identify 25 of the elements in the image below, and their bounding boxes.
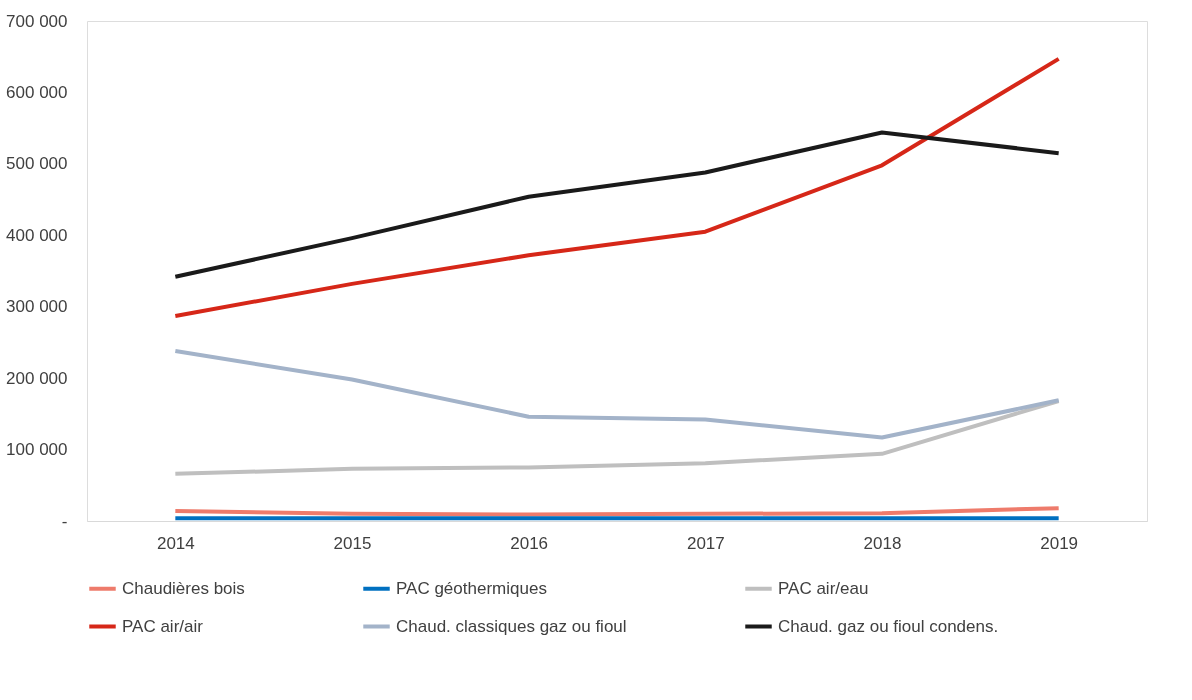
- x-tick-label: 2019: [1040, 533, 1079, 553]
- legend-label: Chaud. classiques gaz ou fioul: [396, 616, 627, 636]
- legend-label: Chaud. gaz ou fioul condens.: [778, 616, 999, 636]
- line-series: [173, 506, 1061, 517]
- line-series: [173, 130, 1061, 279]
- y-tick-label: 300 000: [6, 297, 68, 317]
- line-series: [173, 56, 1061, 318]
- legend-label: Chaudières bois: [122, 578, 245, 598]
- x-tick-label: 2018: [863, 533, 902, 553]
- y-tick-label: 500 000: [6, 154, 68, 174]
- line-series: [173, 349, 1061, 440]
- legend-label: PAC géothermiques: [396, 578, 547, 598]
- x-tick-label: 2016: [510, 533, 549, 553]
- y-tick-label: 200 000: [6, 368, 68, 388]
- x-tick-label: 2015: [333, 533, 372, 553]
- y-tick-label: 600 000: [6, 82, 68, 102]
- legend-label: PAC air/air: [122, 616, 204, 636]
- x-tick-label: 2017: [686, 533, 725, 553]
- y-tick-label: 100 000: [6, 440, 68, 460]
- y-tick-label: 400 000: [6, 225, 68, 245]
- y-tick-label: 700 000: [6, 11, 68, 31]
- line-series: [173, 399, 1061, 476]
- legend-label: PAC air/eau: [778, 578, 869, 598]
- y-tick-label: -: [61, 511, 68, 531]
- x-tick-label: 2014: [156, 533, 195, 553]
